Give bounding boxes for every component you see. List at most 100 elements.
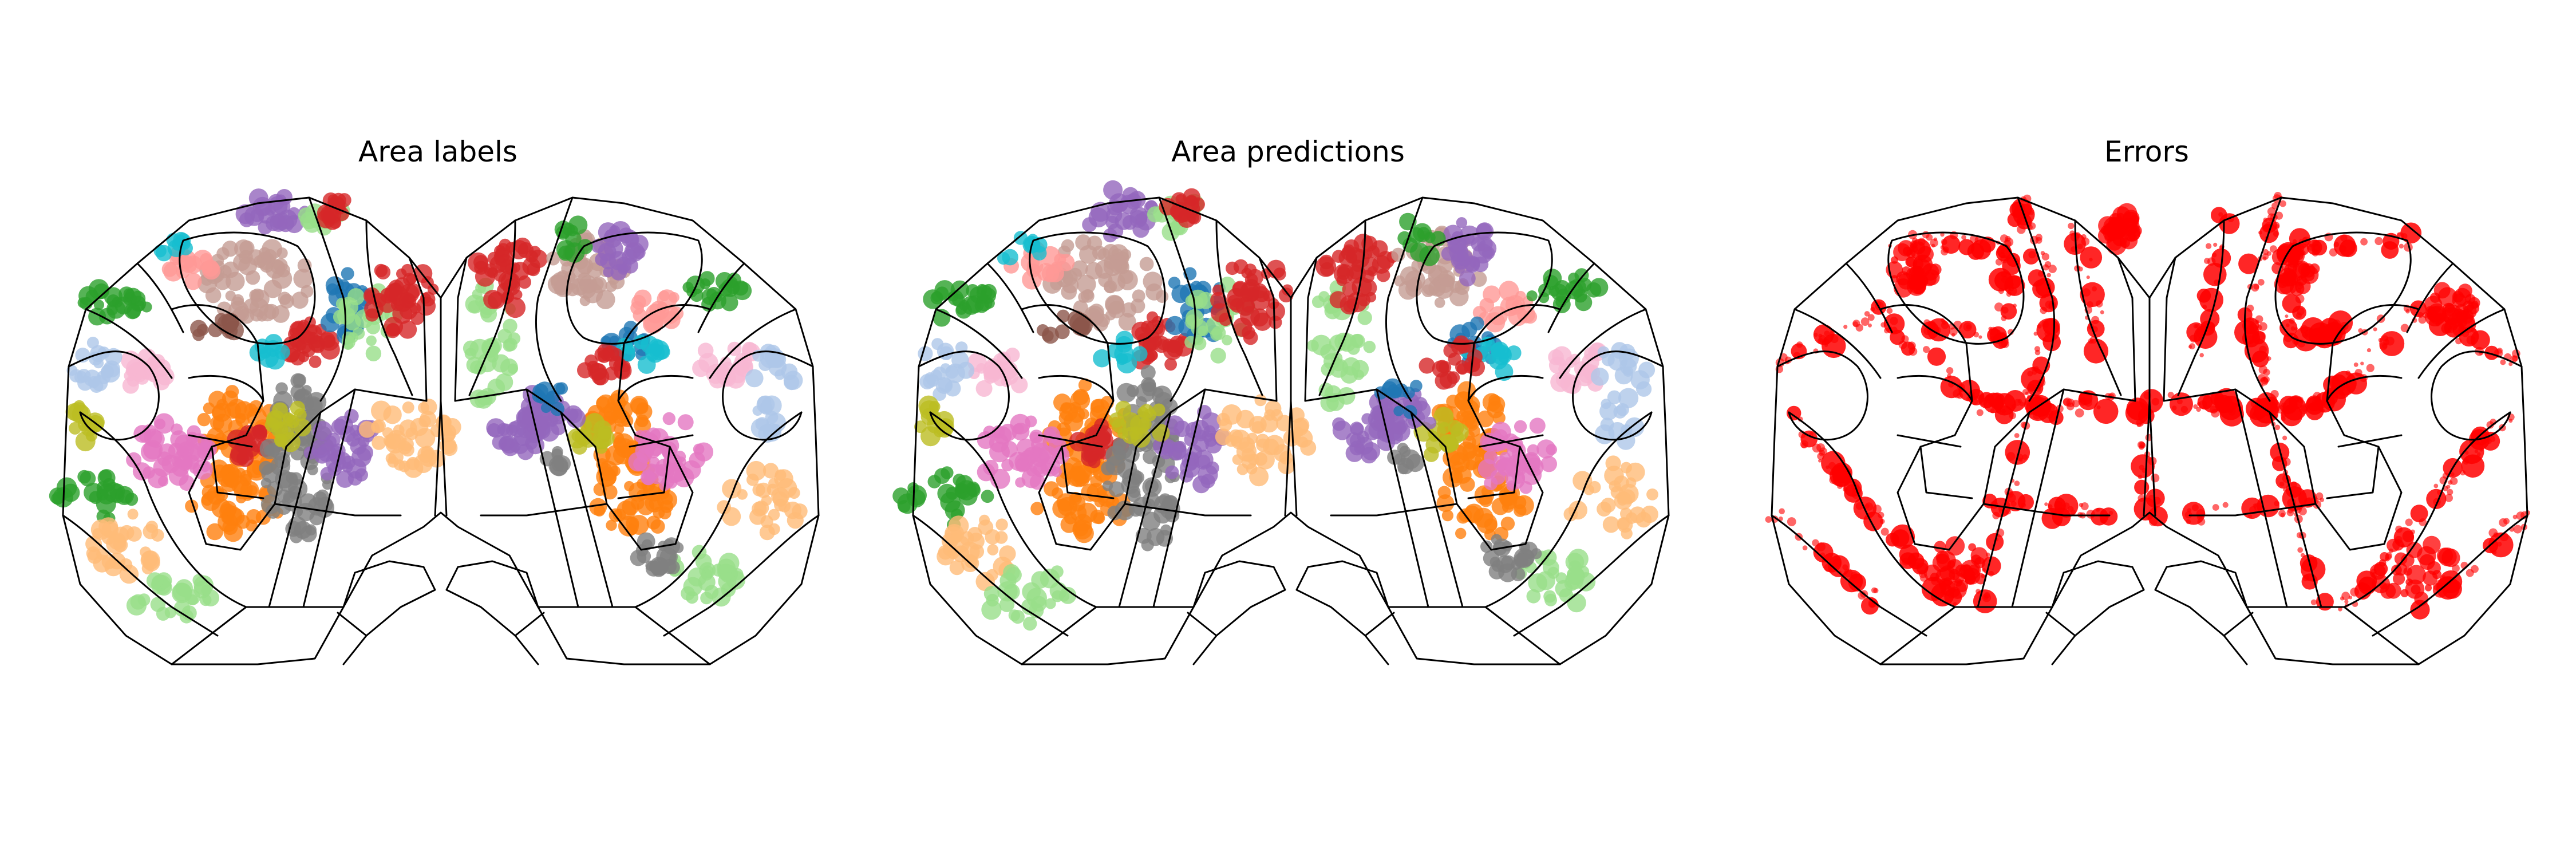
error-point <box>1884 328 1890 334</box>
scatter-point <box>1448 420 1462 434</box>
scatter-point <box>767 483 779 496</box>
scatter-point <box>1332 250 1345 263</box>
scatter-point <box>775 469 787 481</box>
scatter-point <box>1436 494 1455 513</box>
scatter-point <box>1105 215 1119 230</box>
error-point <box>2123 210 2140 227</box>
error-point <box>1812 443 1822 453</box>
scatter-point <box>1531 548 1542 559</box>
scatter-point <box>1567 593 1586 613</box>
error-point <box>1936 550 1956 570</box>
scatter-point <box>1241 448 1255 462</box>
scatter-point <box>1456 217 1468 228</box>
error-point <box>2508 362 2513 367</box>
scatter-point <box>949 560 965 576</box>
scatter-point <box>976 285 993 301</box>
scatter-point <box>503 318 517 333</box>
scatter-point <box>502 278 520 296</box>
scatter-point <box>197 442 215 460</box>
scatter-point <box>772 491 788 507</box>
error-point <box>2082 288 2091 297</box>
scatter-point <box>1254 286 1270 302</box>
scatter-point <box>503 338 516 352</box>
scatter-point <box>788 487 800 499</box>
scatter-point <box>1499 281 1519 301</box>
error-point <box>2005 440 2030 465</box>
scatter-point <box>602 484 618 500</box>
scatter-point <box>1367 266 1378 277</box>
scatter-point <box>417 446 434 463</box>
error-point <box>2044 502 2048 506</box>
error-point <box>1927 347 1946 366</box>
scatter-point <box>201 494 213 506</box>
error-point <box>1966 324 1971 330</box>
scatter-point <box>295 340 307 351</box>
scatter-point <box>923 375 937 389</box>
scatter-point <box>147 430 165 448</box>
scatter-point <box>1081 289 1095 303</box>
scatter-point <box>1397 443 1409 454</box>
error-point <box>2278 510 2286 517</box>
error-point <box>2021 502 2026 508</box>
error-point <box>2399 243 2404 249</box>
scatter-point <box>577 272 591 286</box>
scatter-point <box>596 290 615 309</box>
error-point <box>2100 310 2104 314</box>
scatter-point <box>1042 330 1054 342</box>
scatter-point <box>178 441 195 458</box>
scatter-point <box>1112 438 1127 452</box>
scatter-point <box>1500 517 1515 531</box>
error-point <box>1954 578 1962 587</box>
scatter-point <box>1029 474 1046 490</box>
scatter-point <box>1131 321 1151 341</box>
scatter-point <box>175 235 186 246</box>
error-point <box>2069 230 2075 236</box>
error-point <box>2387 538 2400 552</box>
scatter-point <box>637 498 655 515</box>
error-point <box>2259 377 2269 386</box>
scatter-point <box>945 380 961 397</box>
error-point <box>2186 519 2191 525</box>
scatter-point <box>93 300 104 310</box>
error-point <box>2218 212 2223 217</box>
scatter-point <box>1417 227 1430 240</box>
scatter-point <box>775 369 785 380</box>
error-point <box>2444 494 2453 502</box>
scatter-point <box>406 456 420 471</box>
scatter-point <box>562 222 575 236</box>
scatter-point <box>1320 262 1334 277</box>
error-point <box>1974 396 1978 400</box>
scatter-point <box>1491 341 1509 360</box>
scatter-point <box>372 435 386 450</box>
scatter-point <box>937 342 954 360</box>
scatter-point <box>1071 260 1088 277</box>
panel-title-predictions: Area predictions <box>1171 135 1405 168</box>
error-point <box>2345 372 2367 395</box>
scatter-point <box>689 452 705 468</box>
scatter-point <box>1192 475 1210 494</box>
scatter-point <box>483 290 503 309</box>
scatter-point <box>1078 378 1092 392</box>
scatter-point <box>1376 268 1390 282</box>
scatter-point <box>474 261 488 275</box>
error-point <box>2466 335 2476 345</box>
error-point <box>1992 404 1997 409</box>
scatter-point <box>983 586 999 602</box>
error-point <box>2004 238 2014 247</box>
error-point <box>1906 249 1916 258</box>
error-point <box>2247 514 2253 519</box>
error-point <box>2338 607 2342 612</box>
scatter-point <box>1567 566 1584 584</box>
scatter-point <box>1210 291 1227 309</box>
scatter-point <box>898 500 911 513</box>
scatter-point <box>1324 385 1342 403</box>
error-point <box>2020 401 2025 407</box>
scatter-point <box>387 456 399 468</box>
error-point <box>2037 324 2042 329</box>
error-point <box>1947 373 1951 379</box>
error-point <box>2455 338 2462 345</box>
scatter-point <box>1589 278 1609 297</box>
error-point <box>2383 338 2390 345</box>
scatter-point <box>978 519 994 535</box>
error-point <box>2077 243 2083 250</box>
